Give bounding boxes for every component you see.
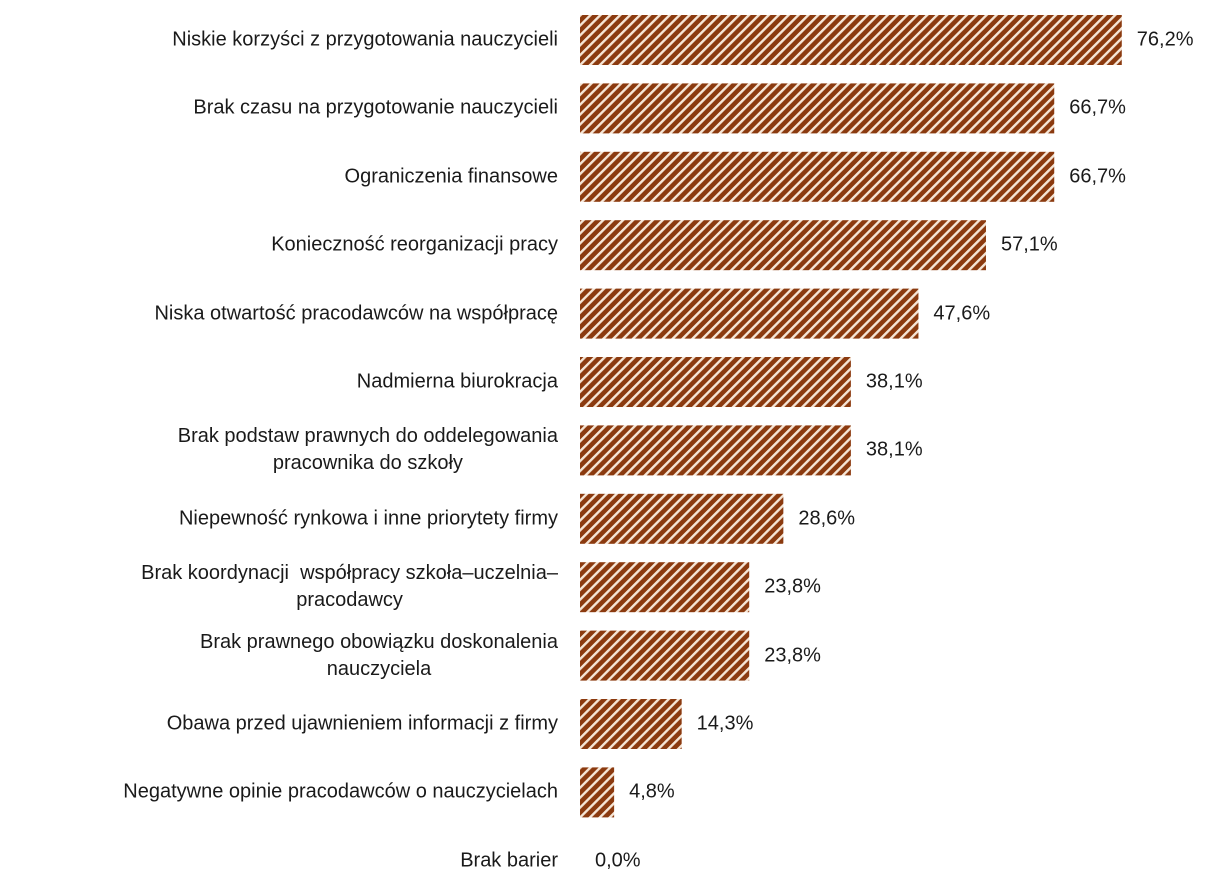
bar [580,425,851,476]
bar [580,15,1122,65]
category-label: Niska otwartość pracodawców na współprac… [154,302,558,325]
bar [580,630,750,681]
category-label: Niepewność rynkowa i inne priorytety fir… [178,507,558,530]
value-label: 4,8% [629,780,675,803]
category-label: Nadmierna biurokracja [356,370,558,393]
bar [580,767,615,818]
value-label: 76,2% [1136,28,1194,51]
value-label: 57,1% [1000,233,1058,256]
value-label: 28,6% [798,507,856,530]
bar [580,151,1055,202]
category-label: Brak prawnego obowiązku doskonalenia nau… [199,630,558,680]
bar [580,83,1055,134]
value-label: 23,8% [764,575,821,598]
category-label: Konieczność reorganizacji pracy [271,233,558,256]
value-label: 47,6% [933,302,991,325]
category-label: Brak koordynacji współpracy szkoła–uczel… [141,562,558,612]
value-label: 38,1% [865,370,923,393]
value-label: 66,7% [1069,96,1126,119]
category-label: Obawa przed ujawnieniem informacji z fir… [166,712,558,735]
value-label: 23,8% [764,644,821,667]
bar [580,562,750,613]
value-label: 0,0% [595,849,641,872]
value-label: 14,3% [696,712,754,735]
category-label: Brak czasu na przygotowanie nauczycieli [193,96,558,119]
bar [580,220,986,271]
value-label: 66,7% [1069,165,1126,188]
category-label: Negatywne opinie pracodawców o nauczycie… [123,780,558,803]
category-label: Brak podstaw prawnych do oddelegowania p… [177,425,558,475]
bar [580,493,784,544]
category-label: Ograniczenia finansowe [344,165,558,188]
bar [580,288,919,339]
value-label: 38,1% [865,438,923,461]
category-label: Niskie korzyści z przygotowania nauczyci… [172,28,558,51]
bar [580,357,851,407]
category-label: Brak barier [460,849,558,872]
bar [580,699,682,749]
